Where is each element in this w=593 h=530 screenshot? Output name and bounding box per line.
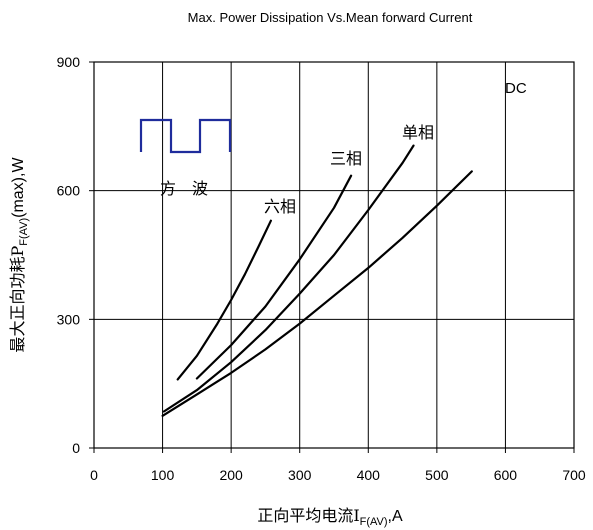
chart-title: Max. Power Dissipation Vs.Mean forward C… xyxy=(188,10,473,25)
y-axis-label-suffix: (max),W xyxy=(10,157,27,218)
x-tick-label: 300 xyxy=(288,467,312,483)
x-tick-label: 500 xyxy=(425,467,449,483)
y-tick-label: 0 xyxy=(72,440,80,456)
waveform-label: 方 波 xyxy=(160,179,208,198)
series-label-2: 三相 xyxy=(330,149,362,168)
series-group xyxy=(161,144,473,417)
x-tick-label: 100 xyxy=(151,467,175,483)
plot-frame xyxy=(93,61,575,449)
y-tick-label: 300 xyxy=(57,311,81,327)
y-axis-label-sub: F(AV) xyxy=(18,218,30,246)
y-tick-label: 600 xyxy=(57,183,81,199)
x-tick-label: 0 xyxy=(90,467,98,483)
series-label-3: 单相 xyxy=(402,123,434,142)
series-label-1: 六相 xyxy=(264,197,296,216)
square-wave-icon xyxy=(139,118,232,154)
grid xyxy=(94,62,574,448)
x-tick-label: 600 xyxy=(494,467,518,483)
x-tick-label: 700 xyxy=(562,467,586,483)
x-tick-label: 400 xyxy=(357,467,381,483)
series-label-4: DC xyxy=(505,80,527,97)
x-axis-label-suffix: ,A xyxy=(388,508,403,525)
x-tick-label: 200 xyxy=(219,467,243,483)
series-line-3 xyxy=(162,144,415,413)
x-axis-label: 正向平均电流IF(AV),A xyxy=(257,506,403,528)
x-axis-label-sub: F(AV) xyxy=(360,516,388,528)
series-line-1 xyxy=(176,219,272,381)
series-line-4 xyxy=(161,170,473,417)
y-axis-ticks: 0 300 600 900 xyxy=(57,54,94,456)
series-line-2 xyxy=(195,174,353,380)
x-axis-ticks: 0 100 200 300 400 500 600 700 xyxy=(90,448,586,483)
y-axis-label: 最大正向功耗PF(AV)(max),W xyxy=(8,157,30,353)
y-tick-label: 900 xyxy=(57,54,81,70)
y-axis-label-main: 最大正向功耗P xyxy=(8,246,27,353)
series-labels: 六相 三相 单相 DC xyxy=(264,80,527,216)
x-axis-label-main: 正向平均电流I xyxy=(257,506,359,525)
